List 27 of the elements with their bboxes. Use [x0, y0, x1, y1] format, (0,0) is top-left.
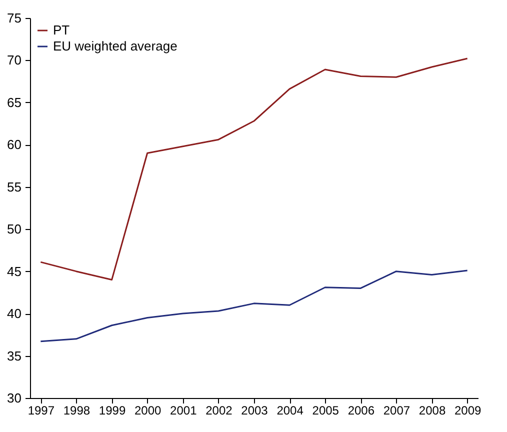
y-tick-label: 55	[7, 179, 22, 194]
legend-label: EU weighted average	[53, 38, 178, 54]
y-tick-label: 60	[7, 137, 22, 152]
x-tick-label: 2008	[418, 404, 446, 418]
x-tick-label: 2001	[170, 404, 198, 418]
x-tick-label: 1998	[63, 404, 90, 418]
y-tick-label: 45	[7, 264, 22, 279]
legend-label: PT	[53, 22, 70, 38]
y-tick-label: 35	[7, 348, 22, 364]
y-tick-label: 50	[7, 222, 22, 237]
line-series	[40, 58, 468, 281]
x-tick-label: 2003	[241, 404, 268, 418]
x-tick-label: 1999	[98, 404, 126, 418]
x-tick-label: 2007	[383, 404, 410, 418]
y-tick-label: 70	[7, 52, 22, 68]
x-tick-label: 2000	[134, 404, 162, 418]
x-tick-label: 2006	[348, 404, 375, 418]
line-series	[40, 270, 468, 342]
x-tick-label: 2005	[312, 404, 340, 418]
x-tick-label: 2004	[276, 404, 304, 418]
x-tick-label: 1997	[28, 404, 55, 418]
x-tick-label: 2009	[454, 404, 482, 418]
y-tick-label: 30	[7, 390, 22, 406]
y-tick-label: 40	[7, 306, 22, 322]
y-tick-label: 65	[7, 94, 22, 110]
y-tick-label: 75	[7, 10, 22, 26]
x-tick-label: 2002	[206, 404, 233, 418]
